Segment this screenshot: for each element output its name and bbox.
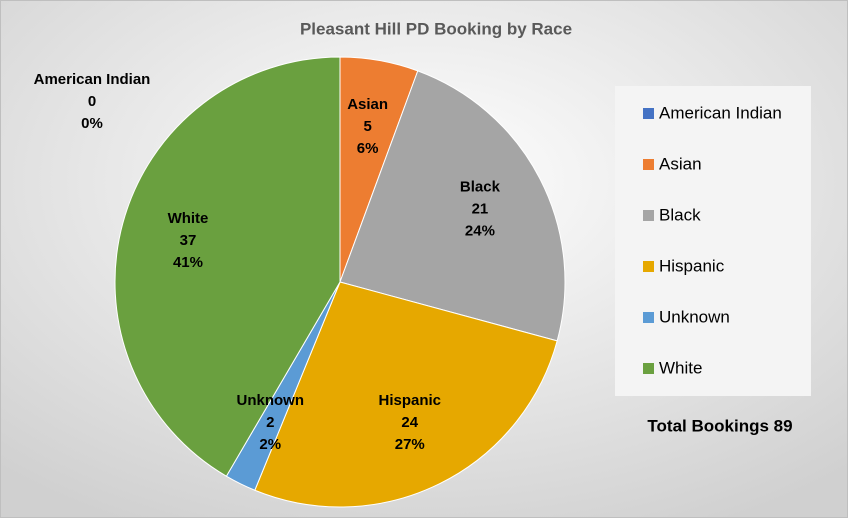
data-label-name: White	[168, 210, 209, 227]
data-label-value: 0	[88, 93, 96, 110]
data-label-percent: 27%	[395, 436, 425, 453]
legend-swatch	[643, 312, 654, 323]
data-label-value: 37	[180, 232, 197, 249]
data-label-name: American Indian	[34, 71, 151, 88]
data-label-name: Black	[460, 179, 501, 196]
legend-box	[615, 86, 811, 396]
legend-swatch	[643, 363, 654, 374]
pie-slice	[114, 56, 341, 477]
pie-slice	[254, 281, 558, 508]
legend-swatch	[643, 261, 654, 272]
data-label-name: Hispanic	[378, 392, 441, 409]
legend-label: Asian	[659, 154, 702, 173]
data-label-percent: 2%	[259, 436, 281, 453]
chart-title: Pleasant Hill PD Booking by Race	[300, 19, 572, 38]
legend-label: American Indian	[659, 103, 782, 122]
data-label-value: 2	[266, 414, 274, 431]
legend-swatch	[643, 210, 654, 221]
data-label-percent: 6%	[357, 140, 379, 157]
data-label-percent: 0%	[81, 115, 103, 132]
data-label-value: 24	[401, 414, 418, 431]
pie-slice	[339, 70, 566, 342]
legend-swatch	[643, 159, 654, 170]
annotation: Total Bookings 89	[647, 416, 792, 435]
legend-label: White	[659, 358, 702, 377]
data-label-value: 21	[472, 201, 489, 218]
legend-swatch	[643, 108, 654, 119]
legend-label: Black	[659, 205, 701, 224]
data-label-name: Asian	[347, 96, 388, 113]
legend-label: Hispanic	[659, 256, 725, 275]
data-label-percent: 41%	[173, 254, 203, 271]
data-label-value: 5	[363, 118, 371, 135]
data-label-percent: 24%	[465, 223, 495, 240]
legend-label: Unknown	[659, 307, 730, 326]
data-label-name: Unknown	[236, 392, 304, 409]
